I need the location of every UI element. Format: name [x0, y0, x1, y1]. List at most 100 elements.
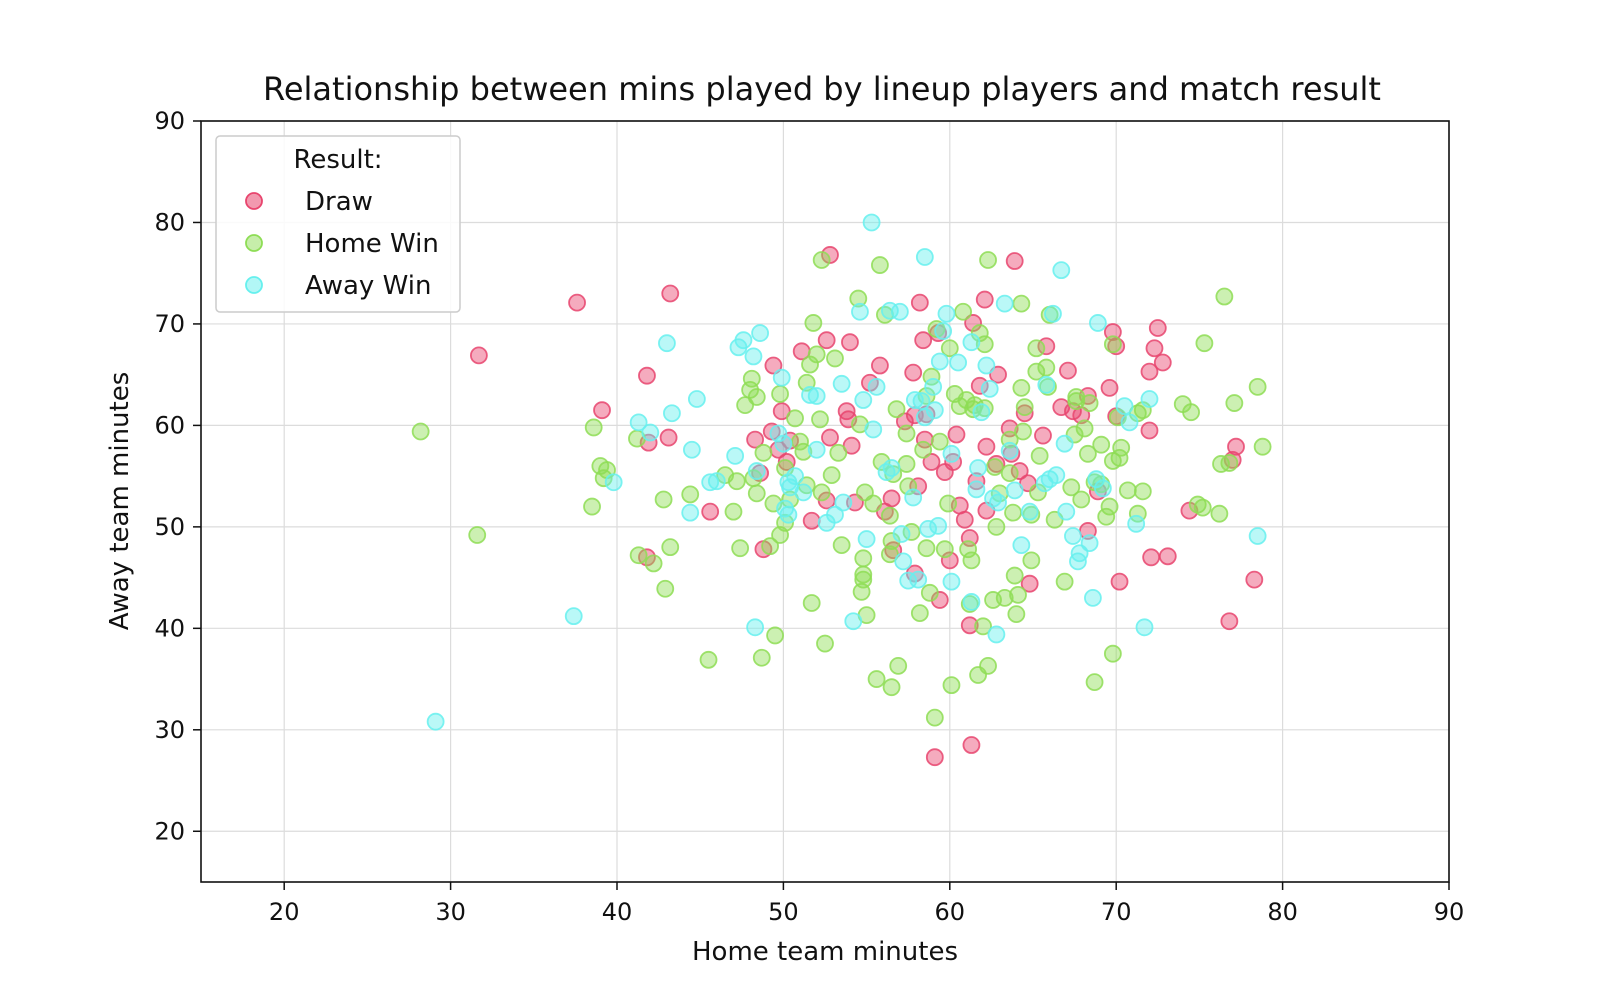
point-draw: [1140, 362, 1159, 381]
point-draw: [1005, 252, 1024, 270]
point-away-win: [925, 401, 944, 420]
point-away-win: [969, 459, 987, 477]
point-home-win: [1103, 644, 1122, 663]
point-away-win: [681, 503, 700, 522]
point-away-win: [1020, 502, 1039, 521]
point-draw: [1020, 574, 1039, 593]
point-home-win: [1092, 435, 1111, 454]
point-home-win: [867, 670, 886, 688]
x-tick-label: 40: [602, 898, 633, 926]
point-away-win: [929, 516, 948, 535]
point-draw: [762, 422, 781, 441]
point-home-win: [1182, 403, 1200, 422]
point-draw: [947, 425, 966, 444]
point-away-win: [967, 480, 986, 499]
point-home-win: [1133, 482, 1152, 501]
legend-box: [215, 135, 461, 313]
point-home-win: [829, 443, 848, 462]
point-away-win: [564, 607, 583, 626]
point-home-win: [742, 369, 761, 388]
point-home-win: [1097, 507, 1116, 526]
point-home-win: [1080, 394, 1099, 412]
point-home-win: [897, 455, 916, 473]
point-away-win: [864, 420, 883, 439]
point-home-win: [1112, 438, 1131, 457]
point-home-win: [1015, 398, 1034, 417]
point-away-win: [1140, 390, 1159, 408]
x-tick-label: 90: [1434, 898, 1465, 926]
point-home-win: [802, 594, 821, 612]
point-away-win: [949, 353, 968, 372]
point-home-win: [1005, 566, 1024, 585]
point-home-win: [882, 678, 901, 697]
point-draw: [593, 401, 611, 420]
legend-label-home-win: Home Win: [305, 229, 439, 259]
y-tick-label: 40: [154, 614, 185, 642]
point-home-win: [1004, 503, 1022, 522]
point-draw: [910, 293, 929, 312]
point-home-win: [794, 442, 813, 461]
point-draw: [469, 346, 488, 365]
point-away-win: [1012, 536, 1031, 555]
point-home-win: [731, 539, 750, 558]
point-draw: [746, 430, 765, 449]
point-home-win: [1012, 294, 1031, 313]
point-away-win: [832, 374, 851, 393]
point-home-win: [942, 676, 961, 695]
point-draw: [659, 428, 678, 447]
point-draw: [1220, 612, 1239, 631]
point-away-win: [905, 391, 924, 409]
point-draw: [1015, 404, 1034, 423]
x-axis-ticks: 20 30 40 50 60 70 80 90: [269, 882, 1464, 926]
point-home-win: [411, 422, 430, 441]
point-away-win: [980, 379, 999, 398]
y-axis-ticks: 20 30 40 50 60 70 80 90: [154, 107, 201, 845]
point-home-win: [1248, 377, 1267, 396]
legend-label-draw: Draw: [305, 187, 373, 217]
data-points: [411, 213, 1272, 767]
chart-title: Relationship between mins played by line…: [263, 70, 1381, 108]
point-home-win: [920, 583, 939, 602]
point-draw: [1059, 361, 1077, 380]
point-home-win: [1253, 437, 1272, 456]
point-home-win: [822, 466, 841, 485]
point-home-win: [1014, 422, 1032, 441]
point-home-win: [584, 418, 603, 437]
point-draw: [1227, 437, 1245, 456]
point-home-win: [752, 648, 771, 667]
point-away-win: [1057, 502, 1076, 521]
point-away-win: [774, 434, 793, 453]
point-home-win: [1012, 378, 1031, 397]
point-draw: [970, 376, 989, 395]
point-home-win: [754, 443, 773, 462]
point-home-win: [1072, 490, 1091, 509]
point-away-win: [1047, 466, 1066, 485]
point-draw: [701, 502, 720, 521]
point-away-win: [915, 248, 934, 266]
point-away-win: [1055, 434, 1074, 453]
point-draw: [964, 314, 982, 332]
point-away-win: [972, 403, 991, 422]
point-away-win: [934, 322, 953, 340]
point-draw: [764, 356, 783, 375]
point-away-win: [892, 525, 911, 543]
point-draw: [922, 453, 941, 471]
point-draw: [661, 284, 680, 303]
point-draw: [1064, 402, 1082, 421]
point-home-win: [786, 409, 804, 428]
point-draw: [841, 333, 859, 352]
point-home-win: [1027, 362, 1046, 381]
point-home-win: [681, 485, 700, 504]
point-away-win: [1127, 514, 1146, 533]
point-away-win: [726, 446, 745, 465]
x-tick-label: 80: [1267, 898, 1298, 926]
point-home-win: [804, 314, 823, 332]
point-home-win: [801, 355, 819, 374]
point-away-win: [1037, 375, 1056, 394]
point-home-win: [935, 540, 954, 559]
point-home-win: [1055, 572, 1074, 591]
point-away-win: [1093, 479, 1112, 498]
point-away-win: [1135, 618, 1154, 637]
point-away-win: [426, 712, 445, 731]
